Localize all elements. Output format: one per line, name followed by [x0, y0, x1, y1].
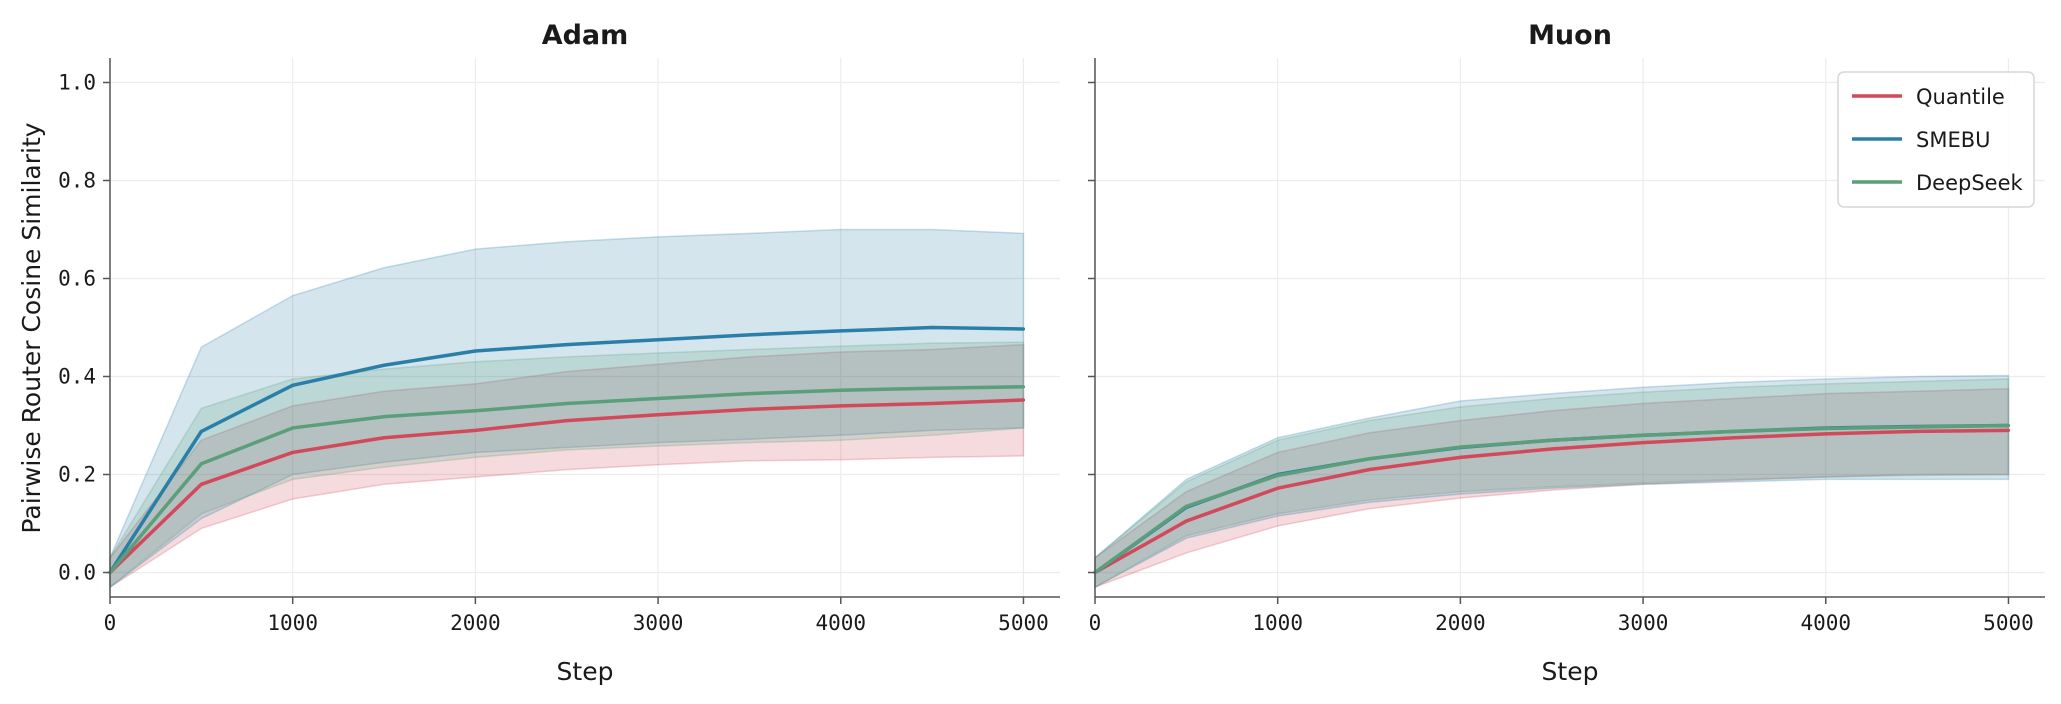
x-tick-label: 2000: [1435, 611, 1486, 635]
point-deepseek-adam: [199, 462, 203, 466]
x-tick-label: 1000: [267, 611, 318, 635]
point-quantile-adam: [473, 428, 477, 432]
point-quantile-muon: [2006, 428, 2011, 432]
point-quantile-muon: [1915, 429, 1919, 433]
x-tick-label: 0: [104, 611, 117, 635]
panel-title-muon: Muon: [1528, 20, 1612, 51]
legend: Quantile SMEBU DeepSeek: [1837, 71, 2035, 208]
point-deepseek-adam: [565, 401, 569, 406]
y-tick-label: 0.6: [58, 267, 96, 291]
x-tick-label: 2000: [450, 611, 501, 635]
point-deepseek-adam: [930, 386, 934, 390]
point-deepseek-adam: [291, 426, 295, 430]
point-smebu-adam: [199, 429, 203, 433]
point-deepseek-muon: [1276, 473, 1280, 478]
panel-adam: Adam Step 0.0 0.2 0.4 0.6 0.8 1.0 0 1000 2000 300…: [58, 20, 1060, 686]
point-quantile-muon: [1367, 468, 1371, 472]
x-tick-label: 4000: [1800, 611, 1851, 635]
legend-label-deepseek: DeepSeek: [1916, 171, 2024, 195]
point-quantile-adam: [291, 450, 295, 455]
point-quantile-adam: [839, 404, 843, 408]
point-smebu-adam: [1021, 327, 1026, 331]
point-deepseek-muon: [1824, 426, 1828, 431]
x-tick-label: 4000: [815, 611, 866, 635]
y-tick-label: 0.2: [58, 463, 96, 487]
point-deepseek-adam: [473, 409, 477, 413]
point-quantile-adam: [565, 419, 569, 423]
legend-label-smebu: SMEBU: [1916, 128, 1991, 152]
point-quantile-muon: [1641, 441, 1645, 445]
band-deepseek-muon: [1094, 378, 2010, 589]
point-deepseek-muon: [1641, 433, 1645, 437]
point-deepseek-adam: [839, 388, 843, 392]
point-quantile-adam: [747, 407, 752, 411]
point-quantile-adam: [382, 436, 386, 440]
band-smebu-adam: [109, 228, 1025, 589]
band-quantile-adam: [109, 343, 1025, 589]
point-smebu-adam: [747, 333, 752, 337]
point-quantile-muon: [1824, 432, 1828, 436]
panel-muon: Muon Step 0 1000 2000 3000 4000 5000: [1088, 20, 2045, 686]
panel-title-adam: Adam: [542, 20, 629, 51]
x-tick-label: 5000: [998, 611, 1049, 635]
point-quantile-muon: [1732, 436, 1737, 440]
point-deepseek-adam: [747, 392, 752, 396]
point-smebu-adam: [930, 325, 934, 330]
point-smebu-adam: [382, 363, 386, 367]
x-axis-label-muon: Step: [1542, 657, 1599, 686]
band-quantile-muon: [1094, 387, 2010, 589]
x-tick-label: 3000: [1618, 611, 1669, 635]
legend-box: [1837, 71, 2035, 208]
legend-label-quantile: Quantile: [1916, 85, 2005, 109]
point-quantile-adam: [656, 413, 660, 417]
point-quantile-muon: [1458, 455, 1462, 459]
point-smebu-adam: [656, 338, 660, 342]
point-quantile-muon: [1184, 519, 1188, 523]
point-deepseek-muon: [1367, 457, 1371, 461]
point-deepseek-adam: [382, 415, 386, 419]
point-deepseek-adam: [1021, 385, 1026, 389]
point-smebu-adam: [291, 383, 295, 387]
x-tick-label: 0: [1089, 611, 1102, 635]
y-axis-label: Pairwise Router Cosine Similarity: [17, 122, 46, 533]
point-quantile-muon: [1550, 447, 1554, 451]
y-tick-label: 0.4: [58, 365, 96, 389]
point-deepseek-muon: [1458, 445, 1462, 449]
point-smebu-adam: [839, 329, 843, 333]
point-deepseek-muon: [1915, 425, 1919, 429]
point-quantile-muon: [1276, 486, 1280, 490]
y-tick-label: 0.8: [58, 169, 96, 193]
point-smebu-adam: [565, 343, 569, 347]
point-deepseek-muon: [1550, 438, 1554, 442]
point-deepseek-adam: [656, 396, 660, 401]
y-tick-label: 1.0: [58, 71, 96, 95]
point-deepseek-muon: [1184, 504, 1188, 508]
point-quantile-adam: [930, 401, 934, 406]
x-tick-label: 3000: [633, 611, 684, 635]
point-quantile-adam: [199, 482, 203, 486]
point-deepseek-muon: [2006, 423, 2011, 428]
x-axis-label-adam: Step: [557, 657, 614, 686]
x-tick-label: 1000: [1252, 611, 1303, 635]
band-deepseek-adam: [109, 341, 1025, 589]
point-deepseek-muon: [1732, 429, 1737, 433]
y-tick-label: 0.0: [58, 561, 96, 585]
x-tick-label: 5000: [1983, 611, 2034, 635]
point-quantile-adam: [1021, 398, 1026, 402]
point-smebu-adam: [473, 349, 477, 353]
